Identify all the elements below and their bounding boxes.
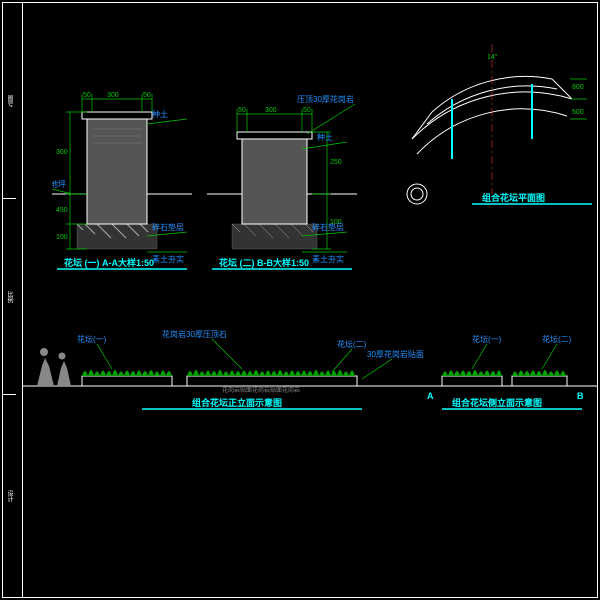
note: 素土夯实 [312,254,344,264]
dim: 800 [572,84,584,91]
plan-view: 14° 800 500 组合花坛平面图 [392,44,592,224]
front-elev-title: 组合花坛正立面示意图 [192,397,282,408]
section-b: 50 300 50 250 100 压顶30厚花岗岩 种土 碎石垫层 素土夯实 … [207,64,357,274]
dim: 50 [83,92,91,99]
tb-cell: 比例 [3,199,16,395]
mark: B [577,391,584,401]
note: 压顶30厚花岗岩 [297,94,354,104]
elev-label: 30厚花岗岩贴面 [367,349,424,359]
front-elevation: 花岗岩贴面花岗岩贴面花岗岩 花坛(一) 花岗岩30厚压顶石 花坛(二) 30厚花… [22,314,597,424]
side-elev-title: 组合花坛侧立面示意图 [452,397,542,408]
granite-text: 花岗岩贴面花岗岩贴面花岗岩 [222,386,300,394]
note-line: 2、 图中未尽事宜，请与设计人员解决并严格按国家有关施工及 [47,479,547,494]
section-a: 50 300 50 300 450 100 地坪 种土 碎石垫层 素土夯实 花坛… [52,64,192,274]
dim: 50 [303,107,311,114]
ground-label: 地坪 [52,179,66,189]
mark: A [427,391,434,401]
dim: 300 [56,149,68,156]
elev-label: 花坛(二) [337,339,367,349]
dim: 300 [107,92,119,99]
dim: 250 [330,159,342,166]
notes-block: 说明: 1、 图中所标注尺寸以mm为单位。 2、 图中未尽事宜，请与设计人员解决… [47,444,547,509]
people-icon [37,348,71,386]
tb-cell: 图号 [3,3,16,199]
section-b-title: 花坛 (二) B-B大样1:50 [219,257,309,268]
dim: 500 [572,109,584,116]
note: 种土 [152,109,168,119]
elev-label: 花坛(二) [542,334,572,344]
note: 碎石垫层 [312,222,344,232]
notes-heading: 说明: [47,444,547,460]
elev-label: 花岗岩30厚压顶石 [162,329,227,339]
dim: 14° [487,53,498,61]
note: 种土 [317,132,333,142]
note: 碎石垫层 [152,222,184,232]
note: 素土夯实 [152,254,184,264]
title-block: 图号 比例 设计 [3,3,23,597]
section-a-title: 花坛 (一) A-A大样1:50 [64,257,154,268]
elev-label: 花坛(一) [77,334,107,344]
dim: 450 [56,207,68,214]
dim: 50 [143,92,151,99]
dim: 100 [56,234,68,241]
dim: 50 [238,107,246,114]
dim: 300 [265,107,277,114]
elev-label: 花坛(一) [472,334,502,344]
note-line: 1、 图中所标注尺寸以mm为单位。 [47,464,547,479]
note-line: 验收规范进行施工。 [47,494,547,509]
plan-title: 组合花坛平面图 [482,192,545,203]
tb-cell: 设计 [3,395,16,597]
drawing-area: 50 300 50 300 450 100 地坪 种土 碎石垫层 素土夯实 花坛… [22,4,596,596]
